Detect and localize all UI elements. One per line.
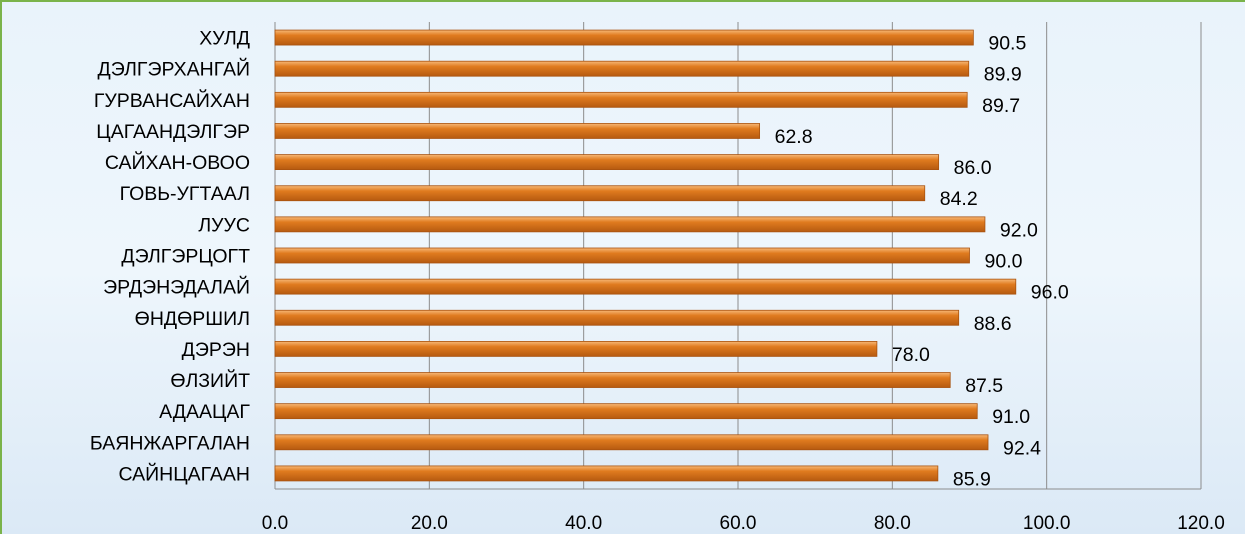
category-label: ЛУУС	[198, 214, 250, 236]
data-label: 89.9	[984, 64, 1022, 86]
data-label: 86.0	[954, 157, 992, 179]
x-tick-label: 40.0	[565, 513, 602, 534]
bar	[274, 247, 970, 264]
bar	[274, 91, 968, 108]
data-label: 84.2	[940, 188, 978, 210]
category-label: ДЭРЭН	[182, 339, 250, 361]
category-label: ХУЛД	[199, 28, 250, 50]
bar	[274, 309, 960, 326]
bar	[274, 372, 951, 388]
x-tick-label: 80.0	[874, 513, 911, 534]
category-label: ЦАГААНДЭЛГЭР	[96, 121, 250, 143]
bar	[274, 123, 761, 139]
x-tick-label: 120.0	[1177, 513, 1225, 534]
bar	[274, 403, 978, 420]
x-tick-label: 20.0	[411, 513, 448, 534]
data-label: 90.5	[988, 33, 1026, 55]
data-label: 87.5	[965, 375, 1003, 397]
data-label: 90.0	[985, 251, 1023, 273]
bars	[274, 29, 1017, 482]
category-label: ӨНДӨРШИЛ	[135, 308, 250, 330]
category-label: ГОВЬ-УГТААЛ	[120, 183, 250, 205]
category-label: ДЭЛГЭРХАНГАЙ	[98, 57, 250, 81]
bar	[274, 185, 926, 202]
bar	[274, 216, 986, 233]
value-labels: 90.5 89.9 89.7 62.8 86.0 84.2 92.0 90.0 96.0 88.6…	[775, 33, 1069, 491]
data-label: 62.8	[775, 126, 813, 148]
bar	[274, 340, 878, 357]
x-axis-tick-labels: 0.0 20.0 40.0 60.0 80.0 100.0 120.0	[262, 513, 1225, 534]
data-label: 85.9	[953, 468, 991, 490]
category-labels: ХУЛД ДЭЛГЭРХАНГАЙ ГУРВАНСАЙХАН ЦАГААНДЭЛГЭР…	[90, 28, 251, 486]
category-label: САЙНЦАГААН	[118, 461, 250, 485]
data-label: 91.0	[992, 406, 1030, 428]
data-label: 92.4	[1003, 437, 1041, 459]
bar	[274, 278, 1017, 295]
category-label: САЙХАН-ОВОО	[105, 150, 250, 174]
x-tick-label: 100.0	[1023, 513, 1071, 534]
bar	[274, 434, 989, 451]
data-label: 88.6	[974, 313, 1012, 335]
data-label: 96.0	[1031, 282, 1069, 304]
category-label: ӨЛЗИЙТ	[170, 368, 250, 392]
category-label: БАЯНЖАРГАЛАН	[90, 432, 250, 454]
category-label: ЭРДЭНЭДАЛАЙ	[103, 275, 250, 299]
data-label: 78.0	[892, 344, 930, 366]
x-tick-label: 0.0	[262, 513, 288, 534]
data-label: 92.0	[1000, 219, 1038, 241]
bar	[274, 154, 940, 171]
category-label: ГУРВАНСАЙХАН	[94, 88, 250, 112]
category-label: ДЭЛГЭРЦОГТ	[121, 246, 250, 268]
category-label: АДААЦАГ	[159, 401, 250, 423]
data-label: 89.7	[982, 95, 1020, 117]
bar	[274, 465, 939, 482]
bar	[274, 29, 974, 46]
x-tick-label: 60.0	[720, 513, 757, 534]
bar	[274, 60, 970, 77]
